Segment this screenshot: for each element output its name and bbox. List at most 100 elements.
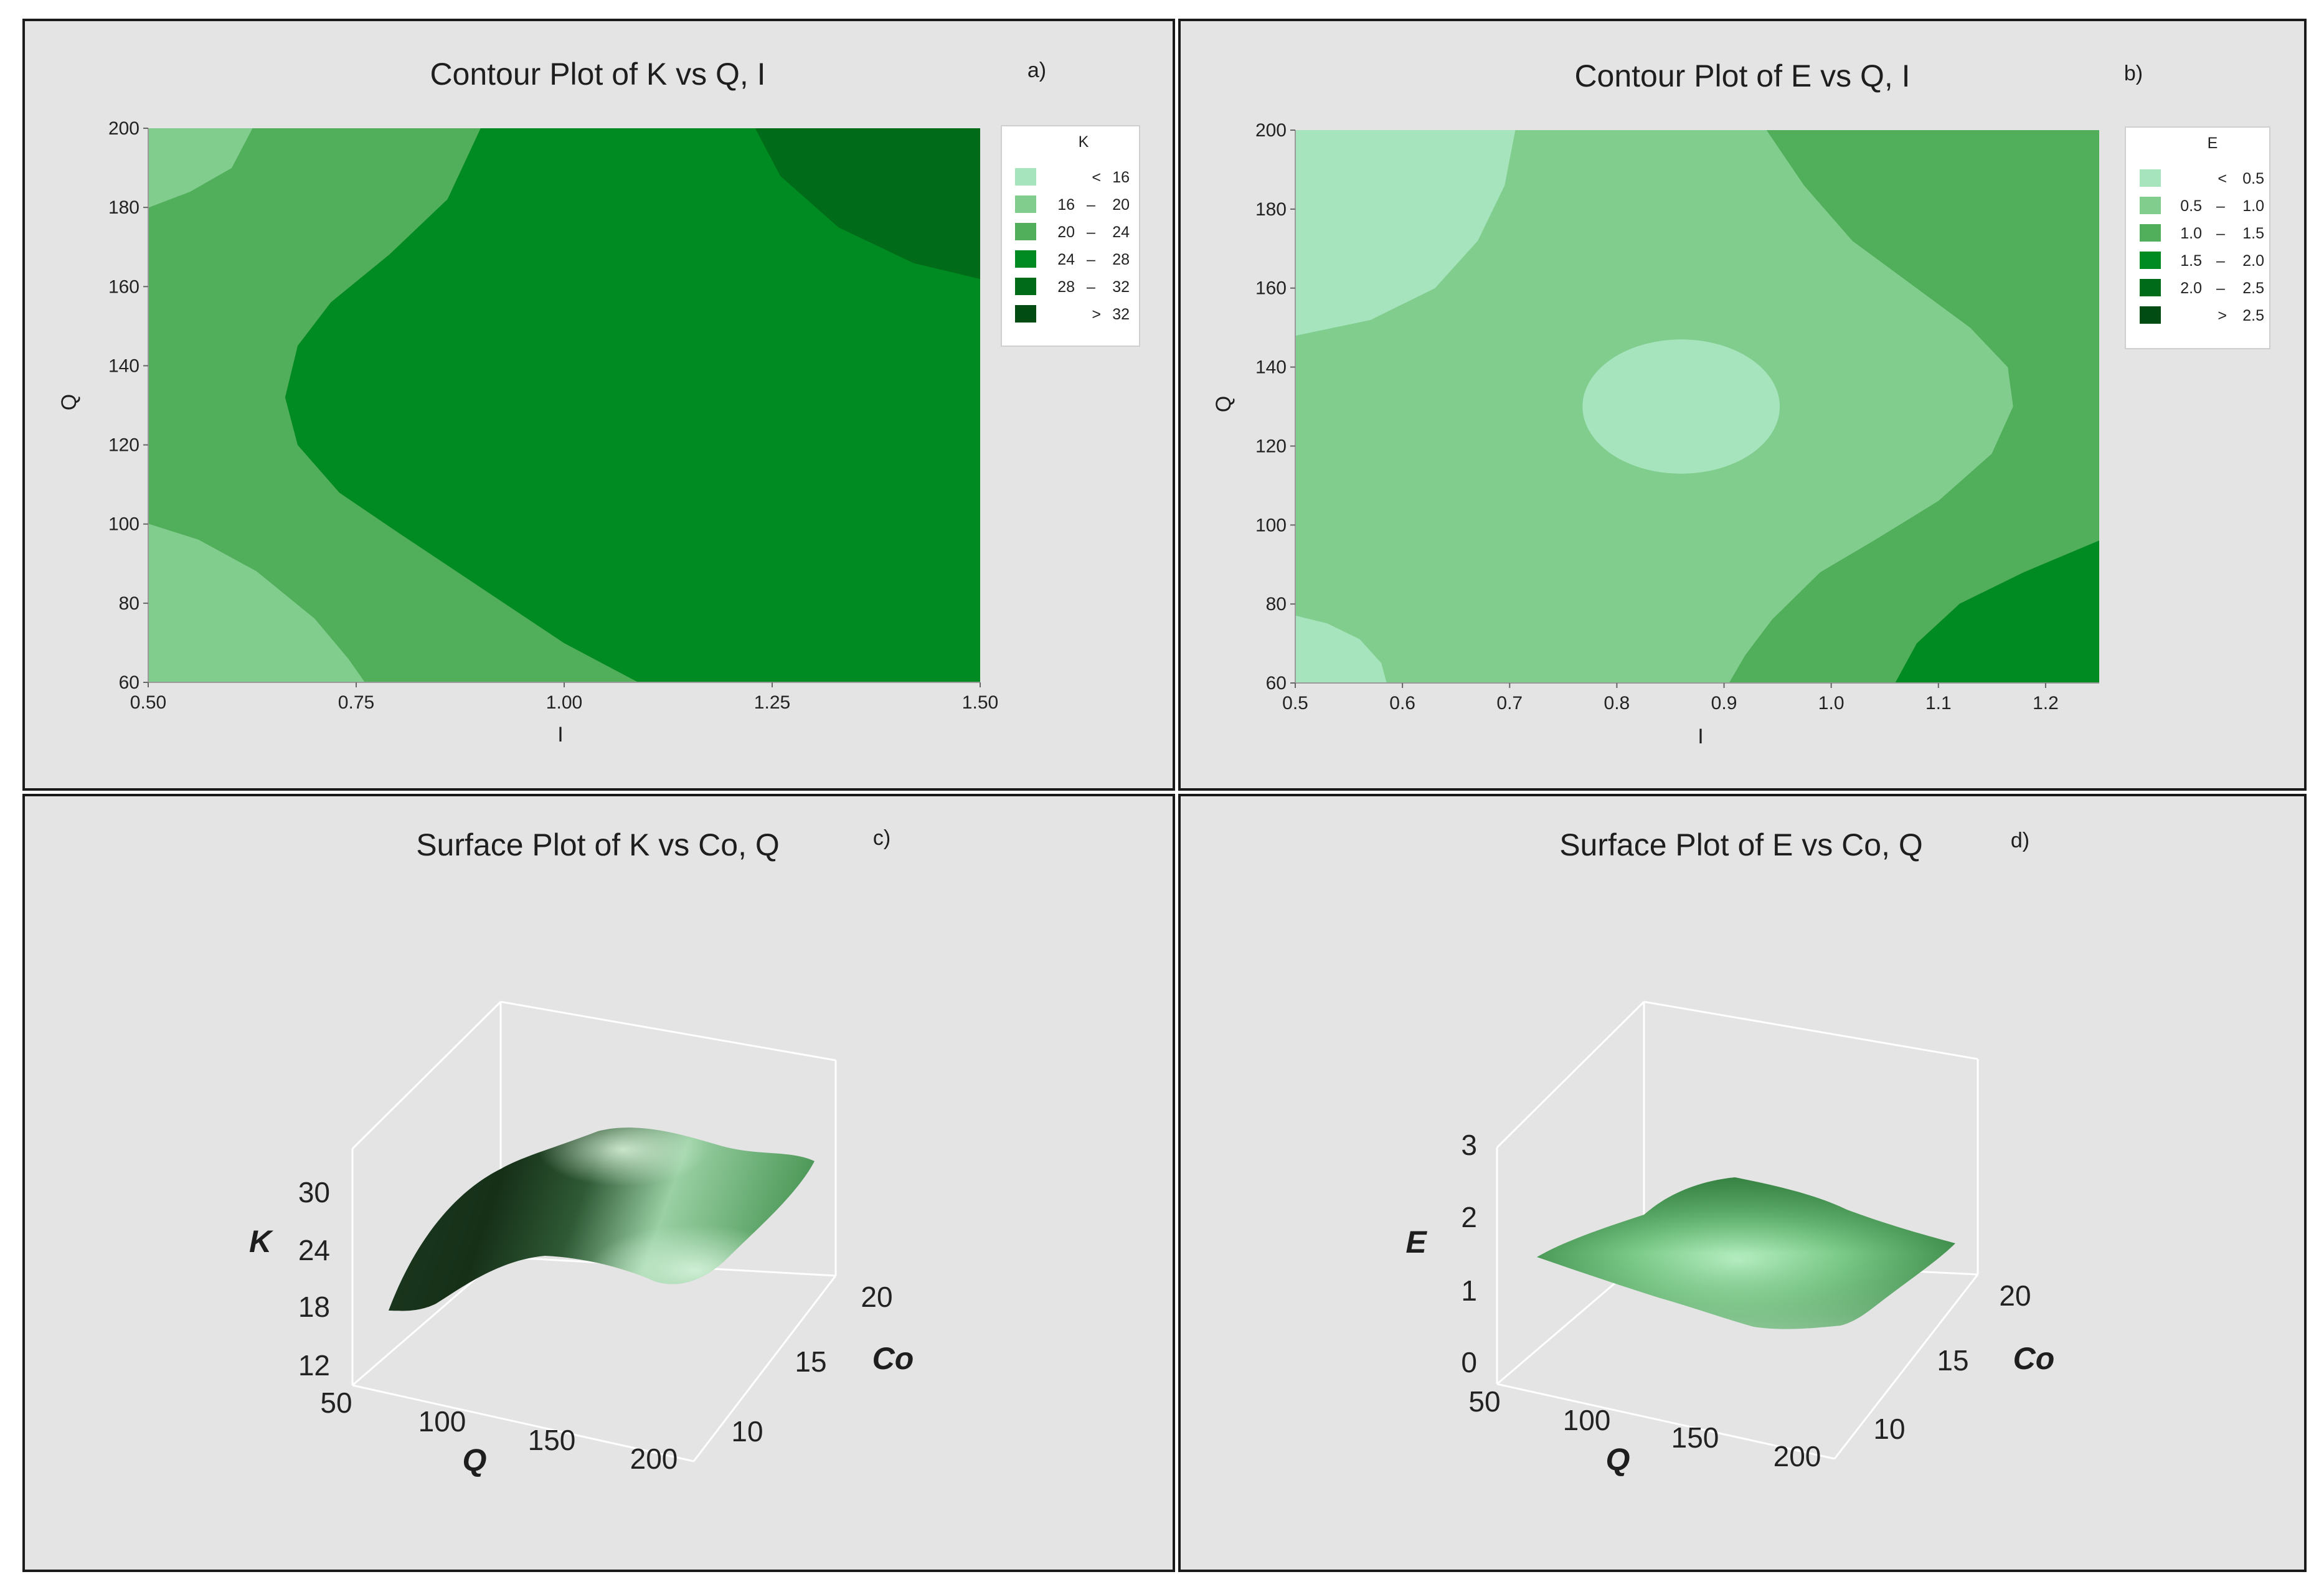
- plot-area: 0.50 0.75 1.00 1.25 1.50 60 80 100 120 140 160 180 2…: [108, 118, 998, 713]
- legend-dash: –: [1087, 224, 1095, 241]
- y-tick-label: 60: [1266, 673, 1287, 694]
- chart-title: Contour Plot of K vs Q, I: [430, 57, 765, 92]
- legend-swatch: [1015, 195, 1036, 213]
- legend-dash: –: [1087, 196, 1095, 214]
- legend-dash: –: [1087, 278, 1095, 296]
- z-tick: 3: [1461, 1129, 1477, 1161]
- y-ticks: 10 15 20: [731, 1281, 892, 1448]
- y-tick-label: 160: [1255, 278, 1287, 299]
- panel-label: a): [1027, 59, 1046, 82]
- contour-region: [1895, 540, 2099, 683]
- legend-title: K: [1079, 133, 1089, 151]
- legend-range-high: 16: [1112, 169, 1130, 186]
- legend-range-low: 20: [1057, 224, 1075, 241]
- x-tick-label: 0.50: [130, 692, 166, 713]
- z-tick: 0: [1461, 1346, 1477, 1378]
- legend-swatch: [2140, 306, 2161, 324]
- legend-operator: <: [1092, 169, 1101, 186]
- surface-chart-k: Surface Plot of K vs Co, Q c) 12 18 24 3…: [249, 826, 914, 1477]
- legend-dash: –: [2216, 252, 2225, 270]
- legend-swatch: [1015, 168, 1036, 186]
- z-tick: 12: [298, 1349, 330, 1382]
- x-tick-label: 1.50: [962, 692, 998, 713]
- y-tick-label: 180: [108, 197, 139, 218]
- x-tick-label: 0.75: [338, 692, 374, 713]
- legend-swatch: [2140, 252, 2161, 269]
- legend-dash: –: [2216, 225, 2225, 242]
- surface-panel-k: Surface Plot of K vs Co, Q c) 12 18 24 3…: [22, 794, 1175, 1572]
- legend-range-high: 2.5: [2242, 280, 2264, 297]
- legend-range-low: 24: [1057, 251, 1075, 268]
- y-tick: 20: [1999, 1279, 2031, 1312]
- legend: E <0.50.5–1.01.0–1.51.5–2.02.0–2.5> 2.5: [2125, 126, 2270, 349]
- z-axis-label: K: [249, 1224, 274, 1259]
- x-tick: 200: [630, 1443, 678, 1475]
- contour-region: [285, 128, 980, 682]
- legend-range-low: 1.0: [2180, 225, 2202, 242]
- x-axis-label: Q: [1606, 1442, 1630, 1477]
- x-ticks: 50 100 150 200: [320, 1387, 678, 1475]
- y-tick: 10: [1873, 1413, 1905, 1445]
- legend-swatch: [2140, 197, 2161, 214]
- x-tick-label: 1.2: [2033, 693, 2059, 713]
- surface-shade: [1537, 1177, 1955, 1329]
- surface-chart-e: Surface Plot of E vs Co, Q d) 0 1 2 3 E …: [1405, 827, 2054, 1477]
- contour-region: [1295, 130, 1516, 336]
- x-axis-label: Q: [463, 1443, 487, 1477]
- y-tick: 20: [861, 1281, 892, 1313]
- y-tick-label: 80: [119, 593, 139, 614]
- y-tick: 10: [731, 1415, 763, 1448]
- y-tick-label: 180: [1255, 199, 1287, 220]
- z-tick: 18: [298, 1291, 330, 1323]
- x-tick-label: 0.5: [1282, 693, 1308, 713]
- z-tick: 2: [1461, 1201, 1477, 1233]
- legend-range-high: 24: [1112, 224, 1130, 241]
- legend-range-low: 0.5: [2180, 197, 2202, 215]
- contour-chart-e: Contour Plot of E vs Q, I b) 0.5 0.6 0.7 0.…: [1212, 59, 2270, 748]
- x-axis-label: I: [1698, 725, 1703, 748]
- legend-dash: –: [2216, 197, 2225, 215]
- legend-range-high: 32: [1112, 278, 1130, 296]
- panel-label: b): [2124, 62, 2143, 85]
- x-tick-label: 0.7: [1496, 693, 1523, 713]
- y-tick-label: 160: [108, 276, 139, 297]
- legend-range-low: 16: [1057, 196, 1075, 214]
- y-tick-label: 140: [108, 356, 139, 376]
- z-ticks: 0 1 2 3: [1461, 1129, 1477, 1378]
- contour-region: [148, 128, 253, 208]
- legend-range-high: 0.5: [2242, 170, 2264, 187]
- x-tick: 150: [528, 1424, 576, 1456]
- z-axis-label: E: [1405, 1225, 1427, 1260]
- legend-range-high: 1.5: [2242, 225, 2264, 242]
- y-tick-label: 200: [108, 118, 139, 139]
- legend-range-high: 28: [1112, 251, 1130, 268]
- legend-range-high: 2.5: [2242, 307, 2264, 324]
- legend-dash: –: [2216, 280, 2225, 297]
- chart-title: Contour Plot of E vs Q, I: [1574, 59, 1910, 93]
- y-tick-label: 80: [1266, 594, 1287, 615]
- contour-region: [755, 128, 980, 280]
- chart-title: Surface Plot of E vs Co, Q: [1559, 827, 1923, 862]
- chart-title: Surface Plot of K vs Co, Q: [416, 827, 780, 862]
- x-tick-label: 1.0: [1818, 693, 1845, 713]
- legend-range-low: 2.0: [2180, 280, 2202, 297]
- surface-panel-e: Surface Plot of E vs Co, Q d) 0 1 2 3 E …: [1178, 794, 2307, 1572]
- legend-operator: >: [1092, 306, 1101, 323]
- legend-title: E: [2208, 134, 2218, 152]
- axes-box: [351, 1001, 837, 1462]
- legend-swatch: [1015, 305, 1036, 323]
- y-tick-label: 60: [119, 672, 139, 693]
- y-tick-label: 100: [108, 514, 139, 535]
- z-ticks: 12 18 24 30: [298, 1176, 330, 1382]
- legend-range-high: 20: [1112, 196, 1130, 214]
- legend-swatch: [1015, 250, 1036, 268]
- x-tick-label: 1.1: [1925, 693, 1952, 713]
- x-tick-label: 0.6: [1389, 693, 1415, 713]
- x-tick-label: 0.8: [1604, 693, 1630, 713]
- panel-label: c): [873, 826, 890, 850]
- y-tick-label: 200: [1255, 120, 1287, 141]
- x-tick: 200: [1774, 1440, 1821, 1472]
- z-tick: 24: [298, 1234, 330, 1266]
- legend-swatch: [1015, 223, 1036, 240]
